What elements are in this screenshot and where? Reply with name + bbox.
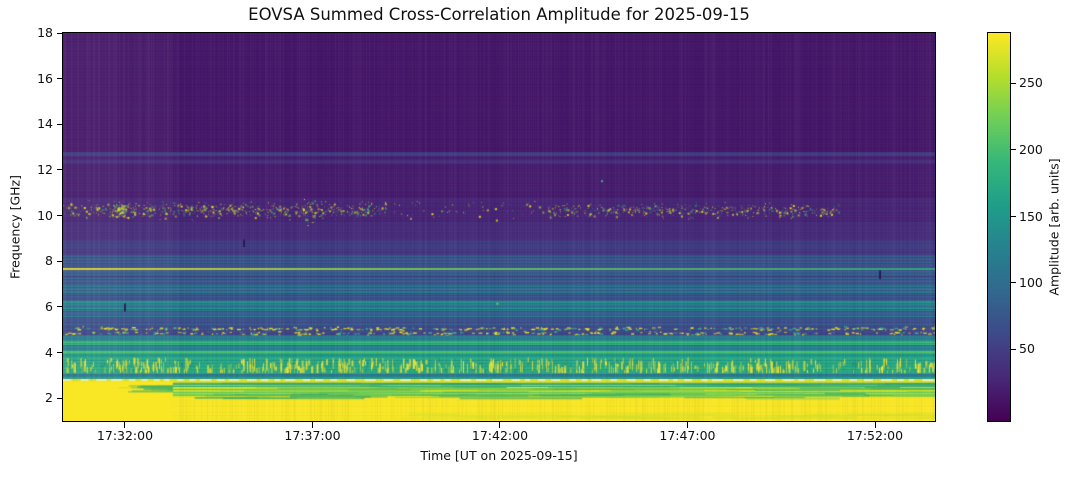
x-tick-label: 17:47:00 bbox=[659, 428, 716, 443]
y-tick-label: 6 bbox=[45, 298, 53, 314]
colorbar-tick-mark bbox=[1011, 348, 1016, 350]
x-tick-label: 17:32:00 bbox=[96, 428, 154, 443]
colorbar-tick-label: 50 bbox=[1019, 341, 1035, 357]
x-tick-label: 17:37:00 bbox=[284, 428, 341, 443]
x-axis-label: Time [UT on 2025-09-15] bbox=[420, 448, 578, 463]
y-tick-label: 14 bbox=[37, 116, 53, 132]
x-tick-mark bbox=[874, 422, 876, 428]
y-tick-label: 8 bbox=[45, 253, 53, 269]
colorbar-label: Amplitude [arb. units] bbox=[1046, 158, 1062, 296]
y-tick-mark bbox=[57, 169, 63, 171]
x-tick-mark bbox=[124, 422, 126, 428]
y-tick-mark bbox=[57, 260, 63, 262]
colorbar-tick-mark bbox=[1011, 149, 1016, 151]
colorbar-tick-label: 150 bbox=[1019, 208, 1043, 224]
y-tick-label: 2 bbox=[45, 390, 53, 406]
x-tick-label: 17:52:00 bbox=[846, 428, 904, 443]
y-tick-mark bbox=[57, 397, 63, 399]
x-tick-mark bbox=[686, 422, 688, 428]
colorbar-tick-mark bbox=[1011, 216, 1016, 218]
y-tick-label: 4 bbox=[45, 344, 53, 360]
x-tick-label: 17:42:00 bbox=[471, 428, 529, 443]
y-tick-label: 12 bbox=[37, 161, 53, 177]
y-tick-mark bbox=[57, 32, 63, 34]
y-tick-mark bbox=[57, 306, 63, 308]
y-tick-mark bbox=[57, 123, 63, 125]
colorbar-tick-mark bbox=[1011, 282, 1016, 284]
y-tick-mark bbox=[57, 352, 63, 354]
y-tick-label: 10 bbox=[37, 207, 53, 223]
colorbar-tick-mark bbox=[1011, 82, 1016, 84]
x-tick-mark bbox=[499, 422, 501, 428]
y-tick-mark bbox=[57, 215, 63, 217]
colorbar-gradient bbox=[988, 33, 1010, 421]
colorbar-tick-label: 250 bbox=[1019, 75, 1043, 91]
spectrogram-canvas bbox=[63, 33, 935, 421]
x-tick-mark bbox=[311, 422, 313, 428]
plot-area bbox=[63, 33, 935, 421]
chart-title: EOVSA Summed Cross-Correlation Amplitude… bbox=[248, 5, 750, 24]
colorbar-tick-label: 200 bbox=[1019, 141, 1043, 157]
colorbar-tick-label: 100 bbox=[1019, 274, 1043, 290]
y-tick-label: 16 bbox=[37, 70, 53, 86]
y-tick-mark bbox=[57, 78, 63, 80]
y-tick-label: 18 bbox=[37, 25, 53, 40]
